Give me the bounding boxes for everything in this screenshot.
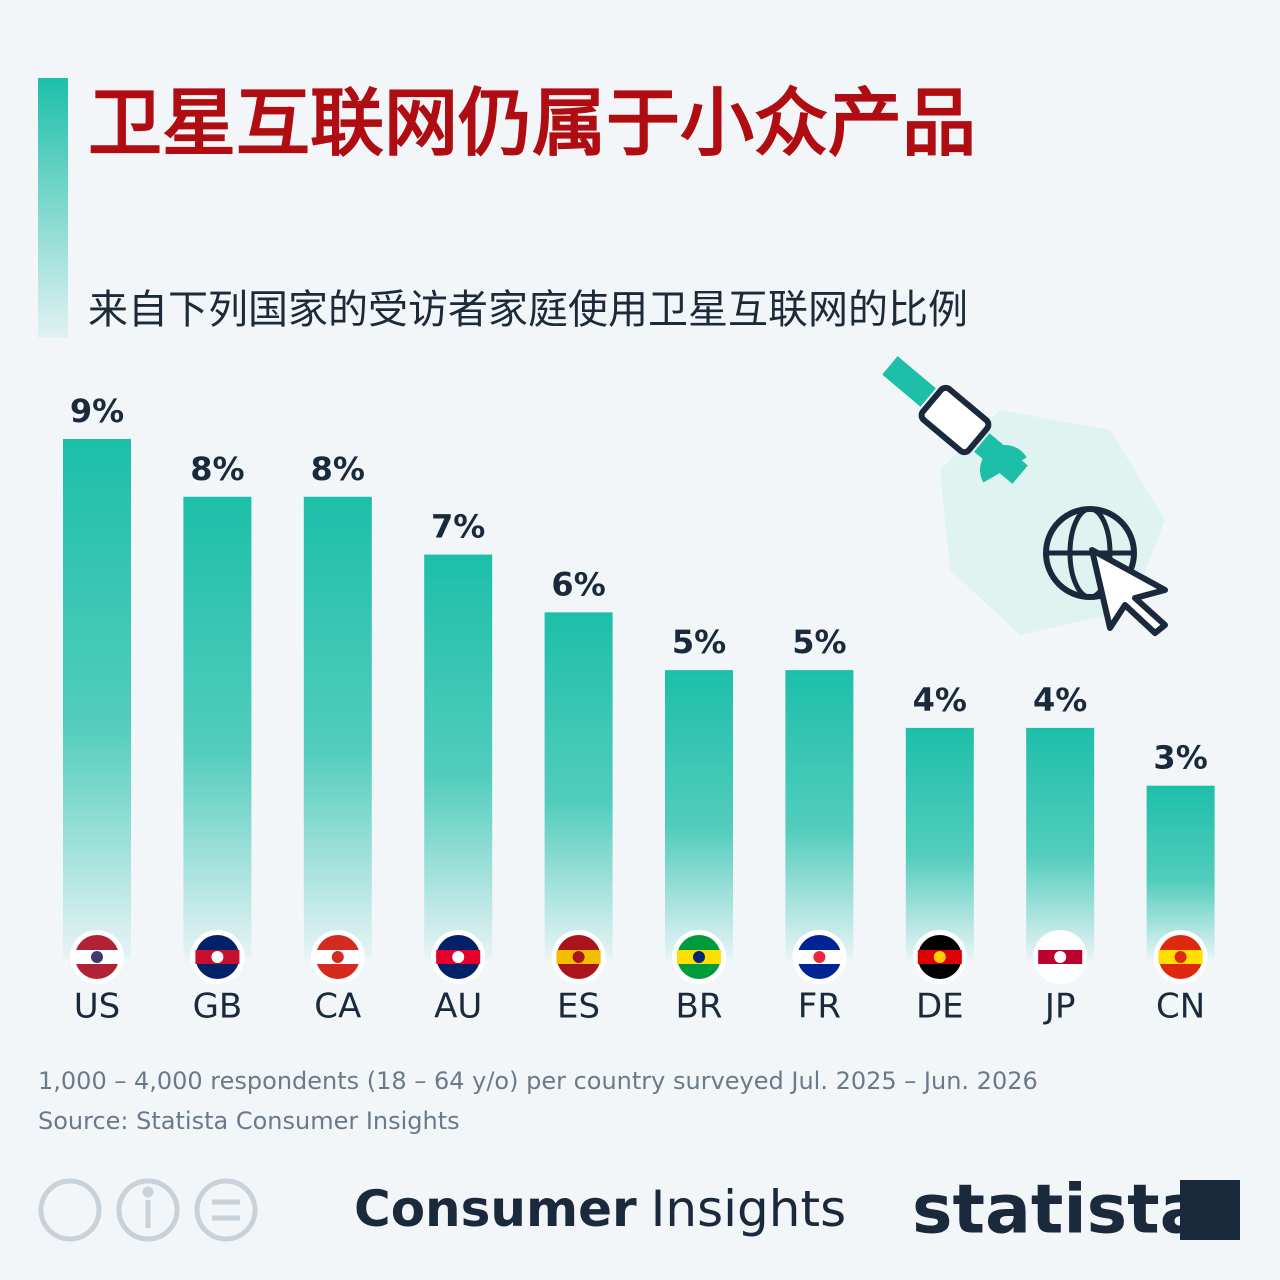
flag-emblem xyxy=(331,951,344,963)
value-label: 3% xyxy=(1153,739,1207,777)
note: 1,000 – 4,000 respondents (18 – 64 y/o) … xyxy=(38,1067,1038,1095)
bar xyxy=(424,554,493,959)
bar xyxy=(665,670,733,959)
license-icons xyxy=(38,1178,258,1242)
bar xyxy=(303,496,372,959)
bar xyxy=(183,496,252,959)
value-label: 5% xyxy=(792,623,846,661)
bar xyxy=(544,612,613,959)
plot-area: 9% US 8% GB 8% CA 7% AU 6% ES 5% BR 5% FR 4% DE 4% JP 3% CN xyxy=(63,392,1215,1027)
chart-title: 卫星互联网仍属于小众产品 xyxy=(88,81,976,167)
chart-subtitle: 来自下列国家的受访者家庭使用卫星互联网的比例 xyxy=(88,287,968,333)
x-tick-label: CA xyxy=(314,987,361,1027)
flag-emblem xyxy=(572,951,585,963)
value-label: 4% xyxy=(1033,681,1087,719)
logo: statista xyxy=(912,1171,1206,1250)
x-tick-label: BR xyxy=(676,987,723,1027)
flag-emblem xyxy=(1174,951,1187,963)
value-label: 5% xyxy=(672,623,726,661)
value-label: 6% xyxy=(551,565,605,603)
bar xyxy=(785,670,854,959)
bar xyxy=(905,727,974,959)
source: Source: Statista Consumer Insights xyxy=(38,1107,460,1135)
flag-emblem xyxy=(813,951,826,963)
bar xyxy=(63,439,131,959)
flag-emblem xyxy=(693,951,705,963)
value-label: 4% xyxy=(913,681,967,719)
logo-mark xyxy=(1180,1180,1240,1240)
illustration xyxy=(882,356,1168,636)
x-tick-label: ES xyxy=(557,987,600,1027)
bar xyxy=(1026,727,1095,959)
flag-emblem xyxy=(211,951,224,963)
flag-emblem xyxy=(933,951,946,963)
brand-light: Insights xyxy=(651,1180,846,1238)
x-tick-label: US xyxy=(74,987,120,1027)
x-tick-label: DE xyxy=(916,987,964,1027)
x-tick-label: JP xyxy=(1043,987,1076,1027)
flag-emblem xyxy=(1054,951,1067,963)
x-tick-label: CN xyxy=(1156,987,1205,1027)
flag-emblem xyxy=(452,951,465,963)
flag-emblem xyxy=(91,951,103,963)
x-tick-label: FR xyxy=(798,987,841,1027)
value-label: 8% xyxy=(311,450,365,488)
value-label: 8% xyxy=(190,450,244,488)
x-tick-label: AU xyxy=(434,987,482,1027)
value-label: 7% xyxy=(431,508,485,546)
accent-bar xyxy=(38,78,68,338)
x-tick-label: GB xyxy=(193,987,243,1027)
brand-bold: Consumer xyxy=(354,1180,637,1238)
value-label: 9% xyxy=(70,392,124,430)
brand-text: Consumer Insights xyxy=(354,1180,846,1238)
